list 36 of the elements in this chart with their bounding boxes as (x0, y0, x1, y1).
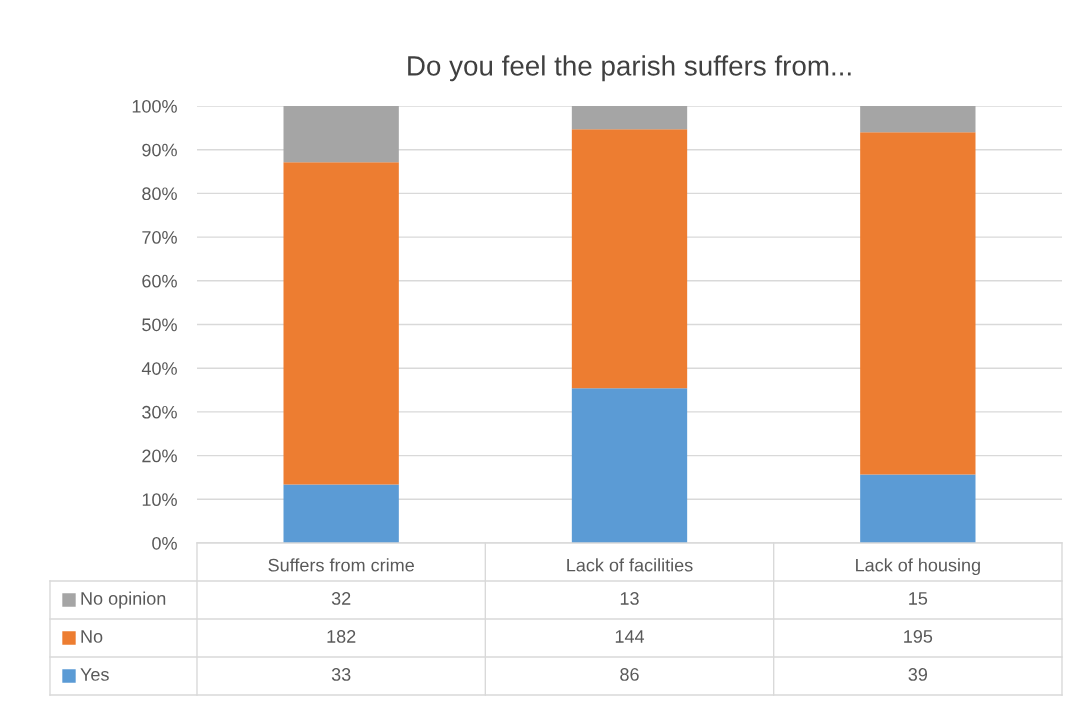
legend-label: No (81, 630, 103, 643)
legend-label: Yes (80, 668, 109, 681)
x-tick-label: Lack of facilities (567, 558, 693, 572)
text: 13 (620, 592, 639, 605)
bar (571, 129, 688, 389)
y-tick-label: 20% (142, 449, 177, 463)
bar (283, 106, 399, 163)
y-tick-label: 30% (142, 405, 177, 419)
bar (571, 388, 688, 543)
x-tick-label: Suffers from crime (268, 558, 414, 572)
legend-label: No opinion (81, 591, 166, 609)
text: 15 (909, 592, 928, 605)
y-tick-label: 50% (142, 318, 177, 332)
y-tick-label: 90% (142, 143, 177, 157)
chart-title: Do you feel the parish suffers from... (408, 55, 851, 82)
bar (283, 162, 399, 485)
text: 182 (327, 630, 356, 643)
text: 86 (620, 668, 639, 681)
bar (571, 106, 688, 130)
text: 32 (331, 592, 351, 605)
bar (283, 484, 399, 543)
bar (860, 106, 976, 133)
text: 195 (904, 630, 933, 643)
text: 39 (908, 668, 928, 681)
y-tick-label: 10% (142, 493, 177, 507)
y-tick-label: 60% (142, 274, 177, 288)
y-tick-label: 0% (152, 536, 177, 550)
x-tick-label: Lack of housing (856, 558, 980, 576)
y-tick-label: 100% (132, 99, 177, 113)
y-tick-label: 40% (141, 362, 177, 375)
y-tick-label: 70% (142, 231, 177, 244)
y-tick-label: 80% (142, 187, 177, 201)
bar (860, 474, 976, 543)
text: 144 (615, 630, 645, 643)
text: 33 (331, 668, 351, 681)
bar (860, 132, 976, 475)
